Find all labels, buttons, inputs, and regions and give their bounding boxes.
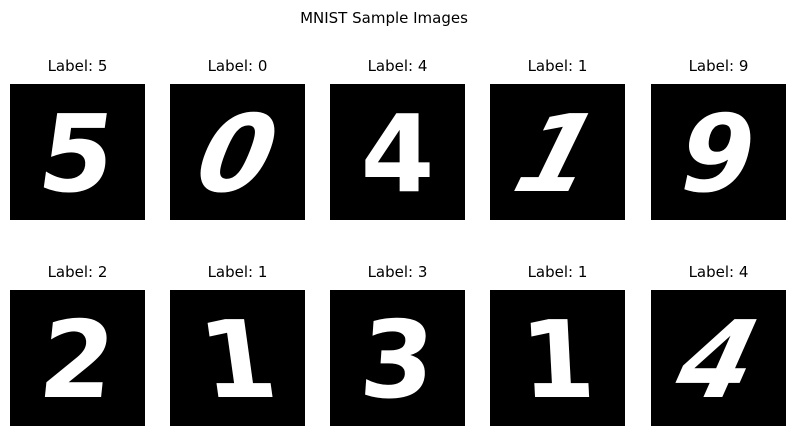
digit-image: 1 <box>490 84 625 220</box>
sample-label: Label: 1 <box>527 57 588 75</box>
sample-label: Label: 1 <box>527 263 588 281</box>
sample-cell: Label: 2 2 <box>10 262 145 426</box>
digit-glyph-1: 1 <box>518 299 598 423</box>
digit-glyph-3: 3 <box>356 299 438 423</box>
sample-cell: Label: 5 5 <box>10 56 145 220</box>
sample-label: Label: 1 <box>207 263 268 281</box>
digit-image: 4 <box>330 84 465 220</box>
sample-label: Label: 0 <box>207 57 268 75</box>
digit-image: 5 <box>10 84 145 220</box>
sample-cell: Label: 3 3 <box>330 262 465 426</box>
digit-image: 0 <box>170 84 305 220</box>
sample-cell: Label: 4 4 <box>330 56 465 220</box>
digit-image: 3 <box>330 290 465 426</box>
sample-cell: Label: 4 4 <box>651 262 786 426</box>
figure-title: MNIST Sample Images <box>300 9 468 27</box>
sample-cell: Label: 1 1 <box>170 262 305 426</box>
sample-cell: Label: 9 9 <box>651 56 786 220</box>
sample-label: Label: 3 <box>367 263 428 281</box>
digit-image: 1 <box>490 290 625 426</box>
sample-label: Label: 4 <box>367 57 428 75</box>
sample-label: Label: 2 <box>47 263 108 281</box>
digit-glyph-1: 1 <box>192 299 283 423</box>
digit-image: 4 <box>651 290 786 426</box>
digit-glyph-4: 4 <box>361 92 435 216</box>
sample-label: Label: 9 <box>688 57 749 75</box>
digit-image: 1 <box>170 290 305 426</box>
digit-image: 9 <box>651 84 786 220</box>
sample-cell: Label: 1 1 <box>490 262 625 426</box>
sample-cell: Label: 0 0 <box>170 56 305 220</box>
digit-glyph-5: 5 <box>32 93 123 217</box>
sample-cell: Label: 1 1 <box>490 56 625 220</box>
sample-label: Label: 5 <box>47 57 108 75</box>
digit-glyph-2: 2 <box>34 299 121 423</box>
digit-image: 2 <box>10 290 145 426</box>
sample-label: Label: 4 <box>688 263 749 281</box>
